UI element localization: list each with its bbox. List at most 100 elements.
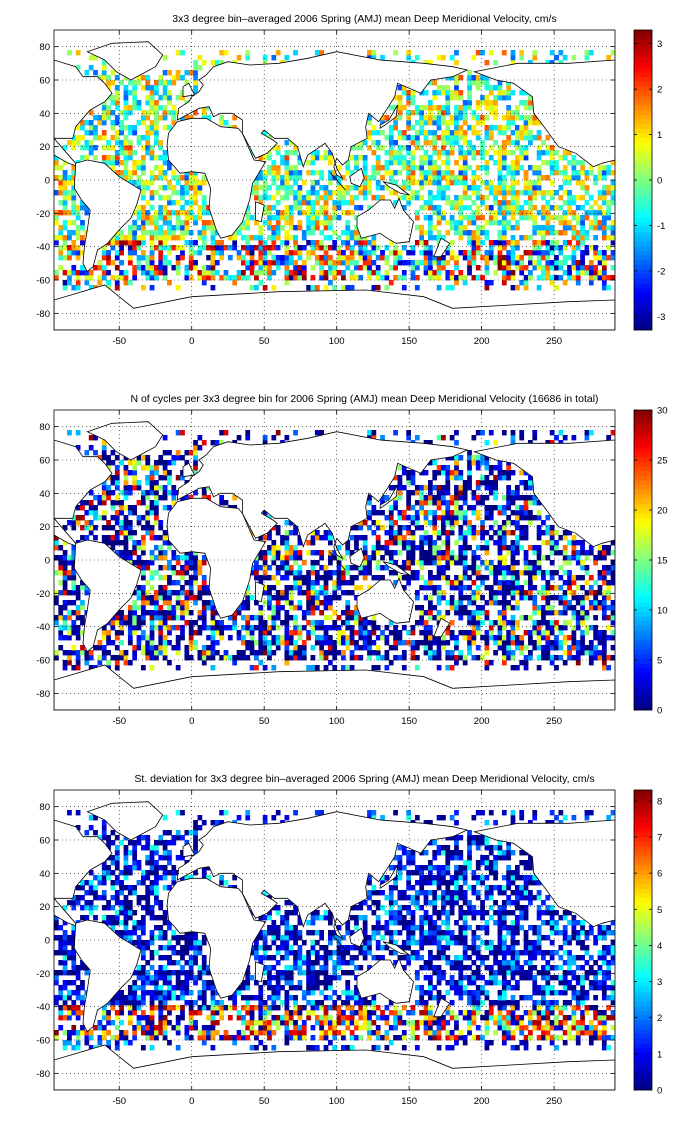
heatmap-cell: [210, 605, 216, 611]
heatmap-cell: [401, 510, 407, 516]
heatmap-cell: [441, 615, 446, 621]
heatmap-cell: [206, 245, 211, 251]
heatmap-cell: [158, 140, 164, 146]
heatmap-cell: [510, 170, 516, 176]
heatmap-cell: [145, 130, 151, 136]
heatmap-cell: [97, 115, 103, 121]
heatmap-cell: [167, 250, 172, 256]
heatmap-cell: [345, 170, 351, 176]
heatmap-cell: [319, 210, 325, 216]
heatmap-cell: [327, 190, 333, 196]
heatmap-cell: [506, 520, 512, 526]
heatmap-cell: [475, 585, 481, 591]
heatmap-cell: [154, 600, 159, 606]
heatmap-cell: [114, 280, 120, 286]
heatmap-cell: [323, 570, 329, 576]
coastline: [382, 181, 410, 196]
heatmap-cell: [288, 650, 294, 656]
heatmap-cell: [419, 155, 425, 161]
heatmap-cell: [310, 225, 316, 231]
heatmap-cell: [367, 650, 372, 656]
heatmap-cell: [127, 535, 133, 541]
heatmap-cell: [58, 545, 64, 551]
heatmap-cell: [345, 240, 351, 246]
heatmap-cell: [610, 430, 615, 436]
heatmap-cell: [501, 565, 507, 571]
heatmap-cell: [606, 275, 612, 281]
heatmap-cell: [554, 265, 559, 271]
heatmap-cell: [497, 145, 503, 151]
heatmap-cell: [106, 110, 111, 116]
heatmap-cell: [271, 555, 277, 561]
heatmap-cell: [514, 665, 520, 671]
heatmap-cell: [175, 190, 181, 196]
heatmap-cell: [536, 145, 542, 151]
heatmap-cell: [384, 665, 390, 671]
heatmap-cell: [275, 615, 281, 621]
heatmap-cell: [558, 250, 564, 256]
heatmap-cell: [454, 265, 459, 271]
heatmap-cell: [210, 610, 216, 616]
heatmap-cell: [528, 135, 533, 141]
heatmap-cell: [275, 225, 281, 231]
heatmap-cell: [528, 180, 533, 186]
heatmap-cell: [223, 430, 229, 436]
heatmap-cell: [367, 525, 372, 531]
heatmap-cell: [114, 665, 120, 671]
heatmap-cell: [380, 130, 385, 136]
heatmap-cell: [545, 655, 551, 661]
heatmap-cell: [201, 490, 207, 496]
heatmap-cell: [323, 275, 329, 281]
heatmap-cell: [275, 260, 281, 266]
heatmap-cell: [471, 215, 477, 221]
heatmap-cell: [110, 135, 116, 141]
heatmap-cell: [136, 540, 142, 546]
heatmap-cell: [167, 185, 172, 191]
heatmap-cell: [149, 175, 155, 181]
heatmap-cell: [541, 595, 546, 601]
heatmap-cell: [428, 245, 433, 251]
heatmap-cell: [588, 50, 594, 56]
heatmap-cell: [401, 545, 407, 551]
heatmap-cell: [154, 465, 159, 471]
heatmap-cell: [454, 105, 459, 111]
heatmap-cell: [606, 665, 612, 671]
heatmap-cell: [610, 255, 615, 261]
heatmap-cell: [371, 505, 377, 511]
heatmap-cell: [67, 555, 72, 561]
heatmap-cell: [140, 590, 146, 596]
heatmap-cell: [484, 85, 490, 91]
heatmap-cell: [506, 515, 512, 521]
heatmap-cell: [532, 550, 538, 556]
heatmap-cell: [567, 600, 572, 606]
heatmap-cell: [388, 620, 394, 626]
heatmap-cell: [106, 540, 111, 546]
heatmap-cell: [384, 625, 390, 631]
heatmap-cell: [280, 210, 285, 216]
heatmap-cell: [145, 220, 151, 226]
x-tick-label: 150: [401, 336, 417, 347]
heatmap-cell: [384, 565, 390, 571]
heatmap-cell: [145, 100, 151, 106]
heatmap-cell: [114, 255, 120, 261]
heatmap-cell: [162, 585, 168, 591]
heatmap-cell: [454, 560, 459, 566]
heatmap-cell: [241, 275, 246, 281]
heatmap-cell: [258, 660, 264, 666]
heatmap-cell: [393, 640, 398, 646]
heatmap-cell: [206, 635, 211, 641]
heatmap-cell: [462, 565, 468, 571]
heatmap-cell: [480, 495, 485, 501]
heatmap-cell: [293, 580, 298, 586]
heatmap-cell: [67, 255, 72, 261]
heatmap-cell: [597, 590, 603, 596]
heatmap-cell: [162, 555, 168, 561]
heatmap-cell: [484, 80, 490, 86]
heatmap-cell: [414, 640, 420, 646]
heatmap-cell: [532, 515, 538, 521]
heatmap-cell: [371, 285, 377, 291]
heatmap-cell: [288, 150, 294, 156]
heatmap-cell: [414, 260, 420, 266]
heatmap-cell: [449, 655, 455, 661]
heatmap-cell: [393, 430, 398, 436]
